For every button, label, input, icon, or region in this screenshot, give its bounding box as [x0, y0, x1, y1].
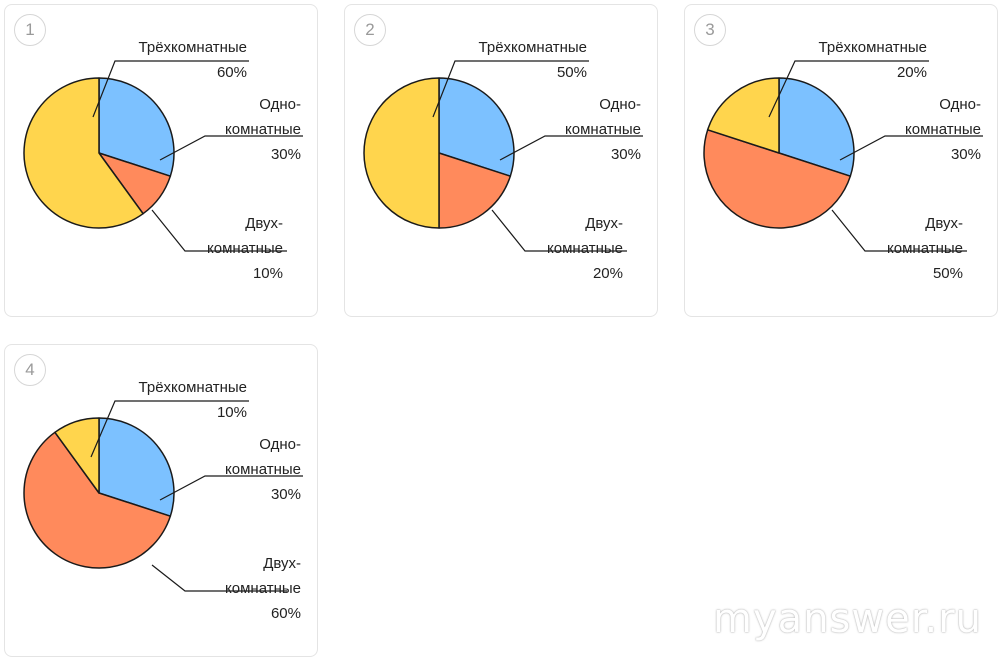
pie-slice-one-room: [98, 77, 175, 177]
chart-number-badge: 1: [14, 14, 46, 46]
pie-slice-three-room: [23, 77, 144, 229]
label-two-room: Двух- комнатные 60%: [225, 551, 301, 626]
label-two-room: Двух- комнатные 20%: [547, 211, 623, 286]
chart-number-badge: 2: [354, 14, 386, 46]
leader-line-three-room: [90, 400, 249, 458]
leader-line-one-room: [159, 475, 303, 501]
pie-chart: [363, 60, 643, 252]
label-one-room-line2: комнатные: [225, 121, 301, 138]
label-two-room-line2: комнатные: [207, 240, 283, 257]
leader-line-two-room: [491, 209, 627, 252]
label-two-room-line2: комнатные: [887, 240, 963, 257]
label-one-room-line2: комнатные: [905, 121, 981, 138]
label-two-room-line1: Двух-: [245, 215, 283, 232]
label-two-room-percent: 50%: [932, 265, 963, 282]
label-three-room: Трёхкомнатные 60%: [139, 35, 247, 85]
pie-slice-two-room: [23, 431, 172, 569]
label-one-room: Одно- комнатные 30%: [905, 92, 981, 167]
label-two-room-percent: 60%: [270, 605, 301, 622]
label-one-room-line2: комнатные: [565, 121, 641, 138]
chart-number-badge: 4: [14, 354, 46, 386]
label-three-room-percent: 60%: [216, 64, 247, 81]
label-two-room-line2: комнатные: [225, 580, 301, 597]
pie-slice-one-room: [98, 417, 175, 517]
label-three-room-title: Трёхкомнатные: [818, 39, 927, 56]
label-three-room-percent: 50%: [556, 64, 587, 81]
label-one-room: Одно- комнатные 30%: [225, 432, 301, 507]
pie-slice-three-room: [54, 417, 100, 494]
label-two-room-percent: 20%: [592, 265, 623, 282]
label-one-room: Одно- комнатные 30%: [225, 92, 301, 167]
label-two-room-line1: Двух-: [585, 215, 623, 232]
pie-chart: [703, 60, 983, 252]
label-one-room-percent: 30%: [270, 486, 301, 503]
pie-slice-three-room: [363, 77, 440, 229]
leader-line-one-room: [499, 135, 643, 161]
pie-chart: [23, 60, 303, 252]
leader-line-three-room: [92, 60, 249, 118]
pie-slice-two-room: [703, 129, 852, 229]
label-three-room-percent: 20%: [896, 64, 927, 81]
pie-slice-one-room: [778, 77, 855, 177]
label-one-room: Одно- комнатные 30%: [565, 92, 641, 167]
chart-card-4: 4 Трёхкомнатные 10% Одно- комнатные 30% …: [4, 344, 318, 657]
label-one-room-line1: Одно-: [599, 96, 641, 113]
leader-line-one-room: [159, 135, 303, 161]
label-one-room-line1: Одно-: [259, 436, 301, 453]
chart-number-badge: 3: [694, 14, 726, 46]
leader-line-one-room: [839, 135, 983, 161]
leader-line-two-room: [151, 209, 287, 252]
leader-line-three-room: [432, 60, 589, 118]
leader-line-two-room: [831, 209, 967, 252]
leader-line-two-room: [151, 564, 287, 592]
chart-card-2: 2 Трёхкомнатные 50% Одно- комнатные 30% …: [344, 4, 658, 317]
label-one-room-line2: комнатные: [225, 461, 301, 478]
watermark: myanswer.ru: [713, 596, 982, 642]
label-two-room-percent: 10%: [252, 265, 283, 282]
label-one-room-percent: 30%: [610, 146, 641, 163]
label-three-room-title: Трёхкомнатные: [138, 39, 247, 56]
pie-slice-two-room: [438, 152, 512, 229]
label-three-room: Трёхкомнатные 10%: [139, 375, 247, 425]
chart-card-3: 3 Трёхкомнатные 20% Одно- комнатные 30% …: [684, 4, 998, 317]
label-two-room-line1: Двух-: [925, 215, 963, 232]
label-two-room: Двух- комнатные 50%: [887, 211, 963, 286]
label-one-room-line1: Одно-: [259, 96, 301, 113]
chart-card-1: 1 Трёхкомнатные 60% Одно- комнатные 30% …: [4, 4, 318, 317]
pie-slice-one-room: [438, 77, 515, 177]
label-three-room: Трёхкомнатные 20%: [819, 35, 927, 85]
label-three-room-title: Трёхкомнатные: [478, 39, 587, 56]
label-three-room: Трёхкомнатные 50%: [479, 35, 587, 85]
pie-chart: [23, 400, 303, 592]
label-three-room-percent: 10%: [216, 404, 247, 421]
label-three-room-title: Трёхкомнатные: [138, 379, 247, 396]
label-one-room-percent: 30%: [270, 146, 301, 163]
pie-slice-three-room: [706, 77, 780, 154]
label-two-room-line1: Двух-: [263, 555, 301, 572]
label-two-room: Двух- комнатные 10%: [207, 211, 283, 286]
leader-line-three-room: [768, 60, 929, 118]
label-one-room-line1: Одно-: [939, 96, 981, 113]
label-one-room-percent: 30%: [950, 146, 981, 163]
label-two-room-line2: комнатные: [547, 240, 623, 257]
